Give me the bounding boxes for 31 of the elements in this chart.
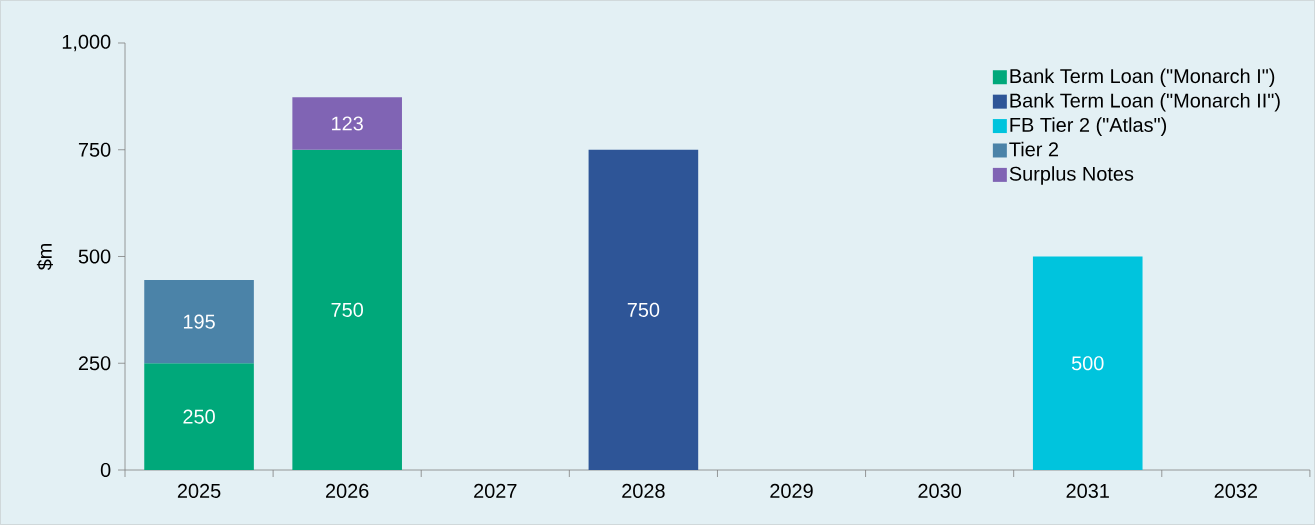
legend-label: Bank Term Loan ("Monarch II")	[1010, 92, 1280, 112]
y-tick-label: 750	[78, 142, 111, 157]
bar	[1032, 256, 1143, 470]
x-tick-label: 2026	[326, 483, 369, 498]
bar	[292, 149, 402, 470]
data-label: 250	[183, 409, 215, 424]
data-label: 195	[183, 314, 215, 329]
legend-label: FB Tier 2 ("Atlas")	[1010, 117, 1167, 136]
x-tick-label: 2032	[1214, 483, 1257, 498]
bar	[292, 97, 402, 150]
legend-label: Tier 2	[1009, 141, 1059, 157]
y-tick-label: 250	[78, 356, 111, 371]
x-tick-label: 2030	[918, 483, 961, 498]
bar	[588, 149, 699, 470]
y-tick-label: 0	[100, 462, 111, 478]
legend-label: Surplus Notes	[1009, 166, 1134, 185]
x-tick-label: 2027	[474, 483, 517, 498]
data-label: 123	[332, 116, 363, 131]
legend-label: Bank Term Loan ("Monarch I")	[1010, 68, 1275, 88]
y-axis-title: $m	[36, 243, 53, 271]
x-tick-label: 2028	[622, 483, 665, 498]
x-tick-label: 2029	[770, 483, 813, 498]
y-tick-label: 1,000	[62, 34, 111, 52]
x-tick-label: 2031	[1066, 483, 1109, 498]
data-label: 500	[1071, 356, 1104, 371]
x-tick-label: 2025	[177, 483, 221, 498]
data-label: 750	[331, 302, 363, 317]
bar	[144, 279, 254, 364]
bar	[144, 363, 254, 470]
y-tick-label: 500	[78, 249, 111, 264]
data-label: 750	[627, 302, 660, 317]
